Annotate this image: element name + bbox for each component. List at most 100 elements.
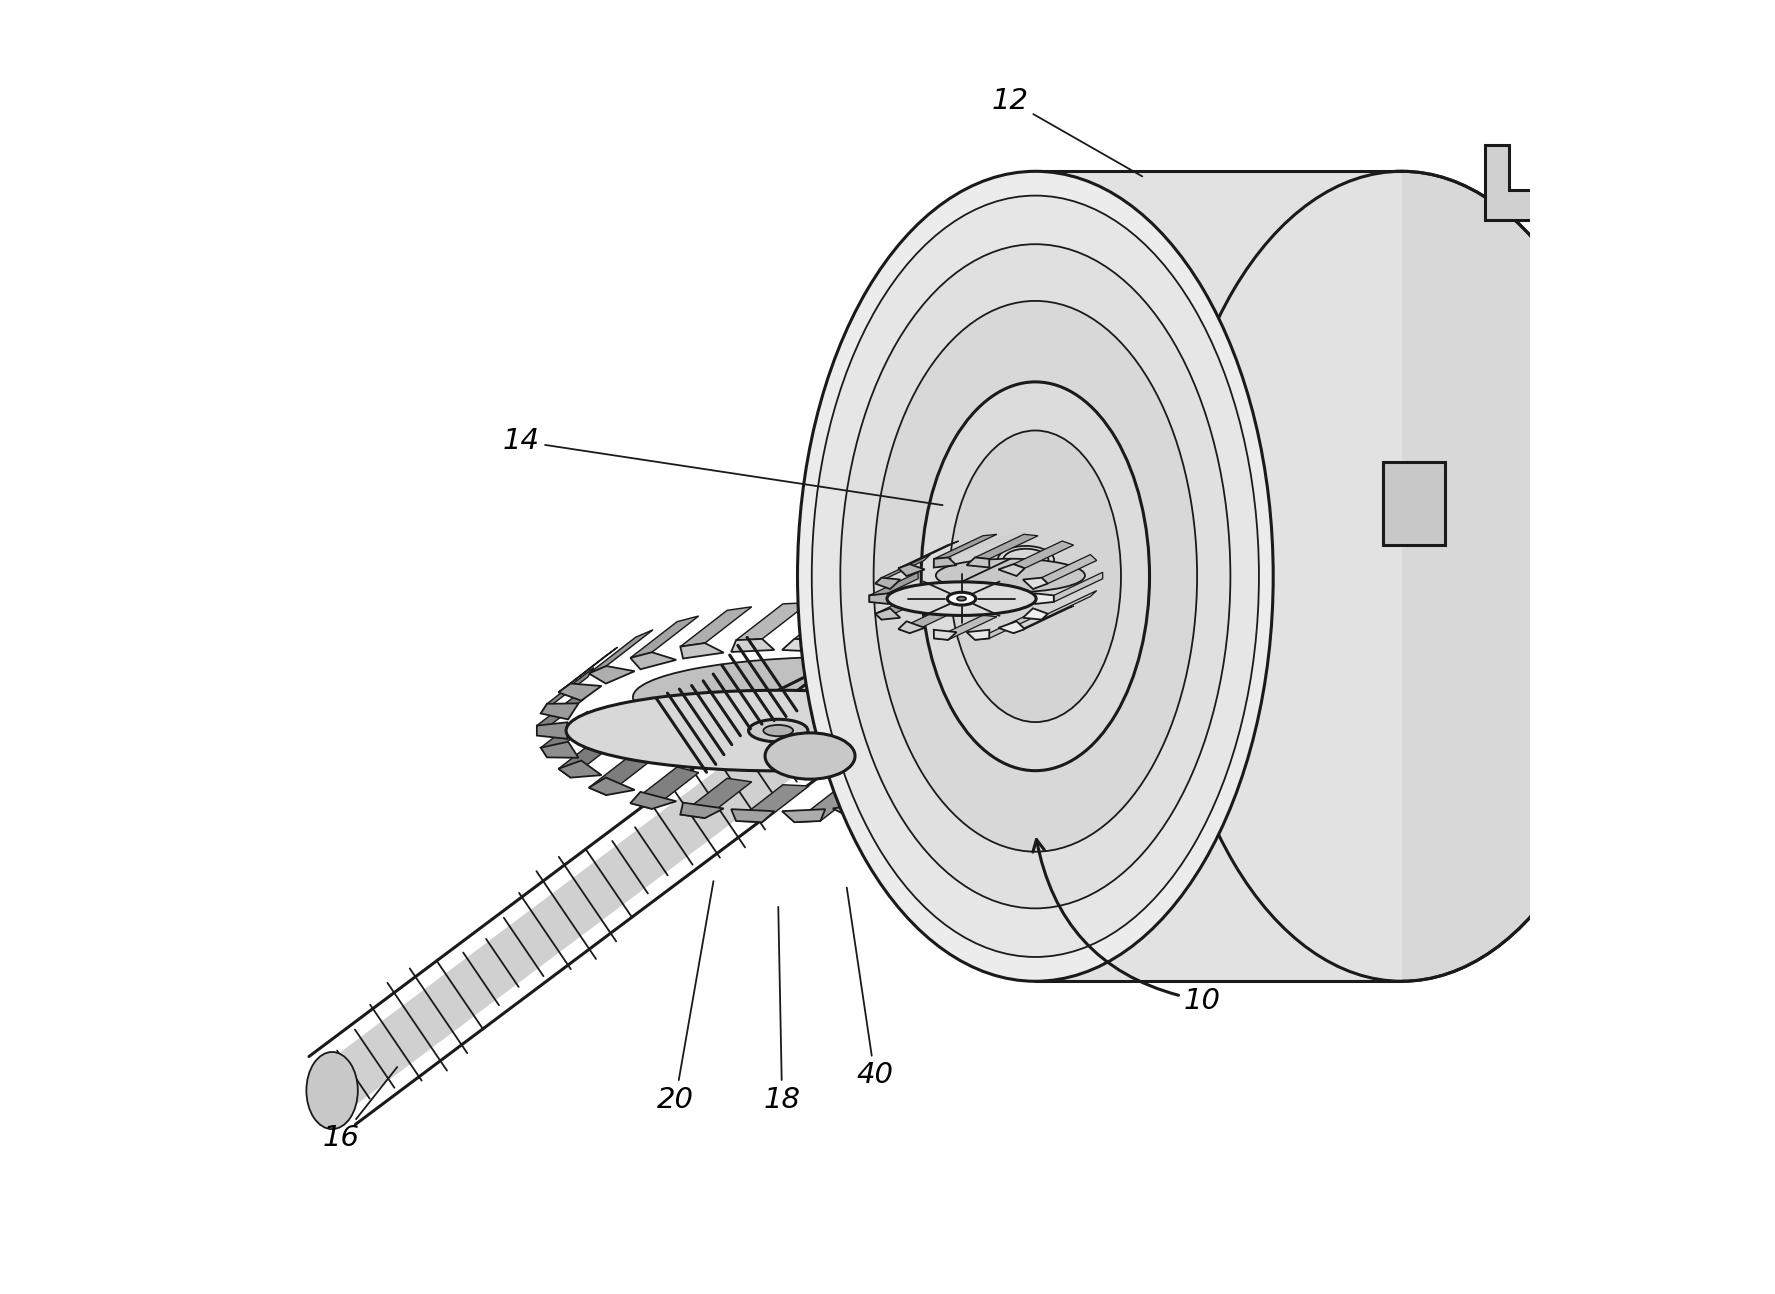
Polygon shape xyxy=(852,607,923,647)
Polygon shape xyxy=(998,621,1024,633)
Ellipse shape xyxy=(811,195,1258,958)
Polygon shape xyxy=(589,666,635,683)
Ellipse shape xyxy=(1164,171,1640,981)
Polygon shape xyxy=(783,809,825,822)
Polygon shape xyxy=(934,615,998,639)
Text: 40: 40 xyxy=(847,888,893,1090)
Polygon shape xyxy=(852,778,923,818)
Polygon shape xyxy=(982,729,1058,753)
Polygon shape xyxy=(793,784,868,822)
Polygon shape xyxy=(1035,171,1402,981)
Polygon shape xyxy=(985,732,1045,778)
Polygon shape xyxy=(630,616,699,657)
Text: 12: 12 xyxy=(990,87,1143,176)
Polygon shape xyxy=(1042,555,1097,584)
Polygon shape xyxy=(974,615,1038,639)
Polygon shape xyxy=(1019,690,1067,735)
Polygon shape xyxy=(1383,462,1445,545)
Polygon shape xyxy=(541,712,595,757)
Polygon shape xyxy=(680,802,724,818)
Polygon shape xyxy=(630,767,699,809)
Polygon shape xyxy=(1010,668,1063,713)
Polygon shape xyxy=(832,802,877,818)
Polygon shape xyxy=(934,534,998,559)
Polygon shape xyxy=(937,760,1021,784)
Polygon shape xyxy=(1022,577,1047,589)
Polygon shape xyxy=(731,639,774,652)
Polygon shape xyxy=(536,722,568,739)
Polygon shape xyxy=(934,630,957,639)
Polygon shape xyxy=(630,652,676,669)
Polygon shape xyxy=(989,722,1019,739)
Polygon shape xyxy=(589,778,635,795)
Polygon shape xyxy=(898,621,925,633)
Polygon shape xyxy=(880,652,927,669)
Polygon shape xyxy=(957,749,1037,775)
Polygon shape xyxy=(1042,590,1097,620)
Ellipse shape xyxy=(634,657,1058,738)
Ellipse shape xyxy=(1003,549,1049,572)
Polygon shape xyxy=(978,741,1015,758)
Polygon shape xyxy=(731,809,774,822)
Polygon shape xyxy=(974,534,1038,559)
Polygon shape xyxy=(925,655,1010,678)
Text: 16: 16 xyxy=(323,1068,398,1152)
Polygon shape xyxy=(946,663,1028,687)
Polygon shape xyxy=(589,752,653,795)
Polygon shape xyxy=(630,792,676,809)
Polygon shape xyxy=(559,732,618,778)
Polygon shape xyxy=(541,741,579,758)
Polygon shape xyxy=(967,558,989,568)
Ellipse shape xyxy=(873,302,1196,851)
Polygon shape xyxy=(680,643,724,659)
Ellipse shape xyxy=(935,559,1085,593)
Polygon shape xyxy=(1486,145,1534,220)
Polygon shape xyxy=(950,630,1014,673)
Polygon shape xyxy=(559,761,602,778)
Polygon shape xyxy=(921,666,967,683)
Polygon shape xyxy=(559,647,618,692)
Polygon shape xyxy=(898,564,925,576)
Polygon shape xyxy=(541,704,579,719)
Ellipse shape xyxy=(957,597,966,600)
Polygon shape xyxy=(898,541,958,568)
Text: 14: 14 xyxy=(502,427,943,505)
Polygon shape xyxy=(832,643,877,659)
Polygon shape xyxy=(976,683,1053,708)
Polygon shape xyxy=(971,739,1049,765)
Polygon shape xyxy=(934,532,1035,558)
Ellipse shape xyxy=(840,245,1230,908)
Polygon shape xyxy=(680,607,753,647)
Text: 20: 20 xyxy=(657,881,714,1114)
Polygon shape xyxy=(955,683,998,700)
Polygon shape xyxy=(866,783,955,804)
Ellipse shape xyxy=(765,732,856,779)
Polygon shape xyxy=(934,558,957,568)
Polygon shape xyxy=(1035,594,1054,604)
Polygon shape xyxy=(737,784,809,822)
Polygon shape xyxy=(541,668,595,713)
Ellipse shape xyxy=(797,171,1273,981)
Polygon shape xyxy=(559,683,602,700)
Polygon shape xyxy=(985,647,1045,692)
Polygon shape xyxy=(318,638,921,1112)
Polygon shape xyxy=(589,630,653,673)
Ellipse shape xyxy=(566,690,990,771)
Polygon shape xyxy=(989,717,1061,743)
Polygon shape xyxy=(962,673,1042,697)
Ellipse shape xyxy=(888,582,1037,616)
Polygon shape xyxy=(1010,712,1063,757)
Polygon shape xyxy=(793,603,868,641)
Polygon shape xyxy=(1014,541,1074,568)
Polygon shape xyxy=(893,776,980,798)
Polygon shape xyxy=(985,694,1060,719)
Polygon shape xyxy=(950,752,1014,795)
Ellipse shape xyxy=(763,725,793,736)
Polygon shape xyxy=(905,616,973,657)
Polygon shape xyxy=(737,603,809,641)
Polygon shape xyxy=(921,778,967,795)
Polygon shape xyxy=(967,630,989,639)
Polygon shape xyxy=(916,769,1003,792)
Polygon shape xyxy=(990,705,1061,731)
Text: 18: 18 xyxy=(763,907,801,1114)
